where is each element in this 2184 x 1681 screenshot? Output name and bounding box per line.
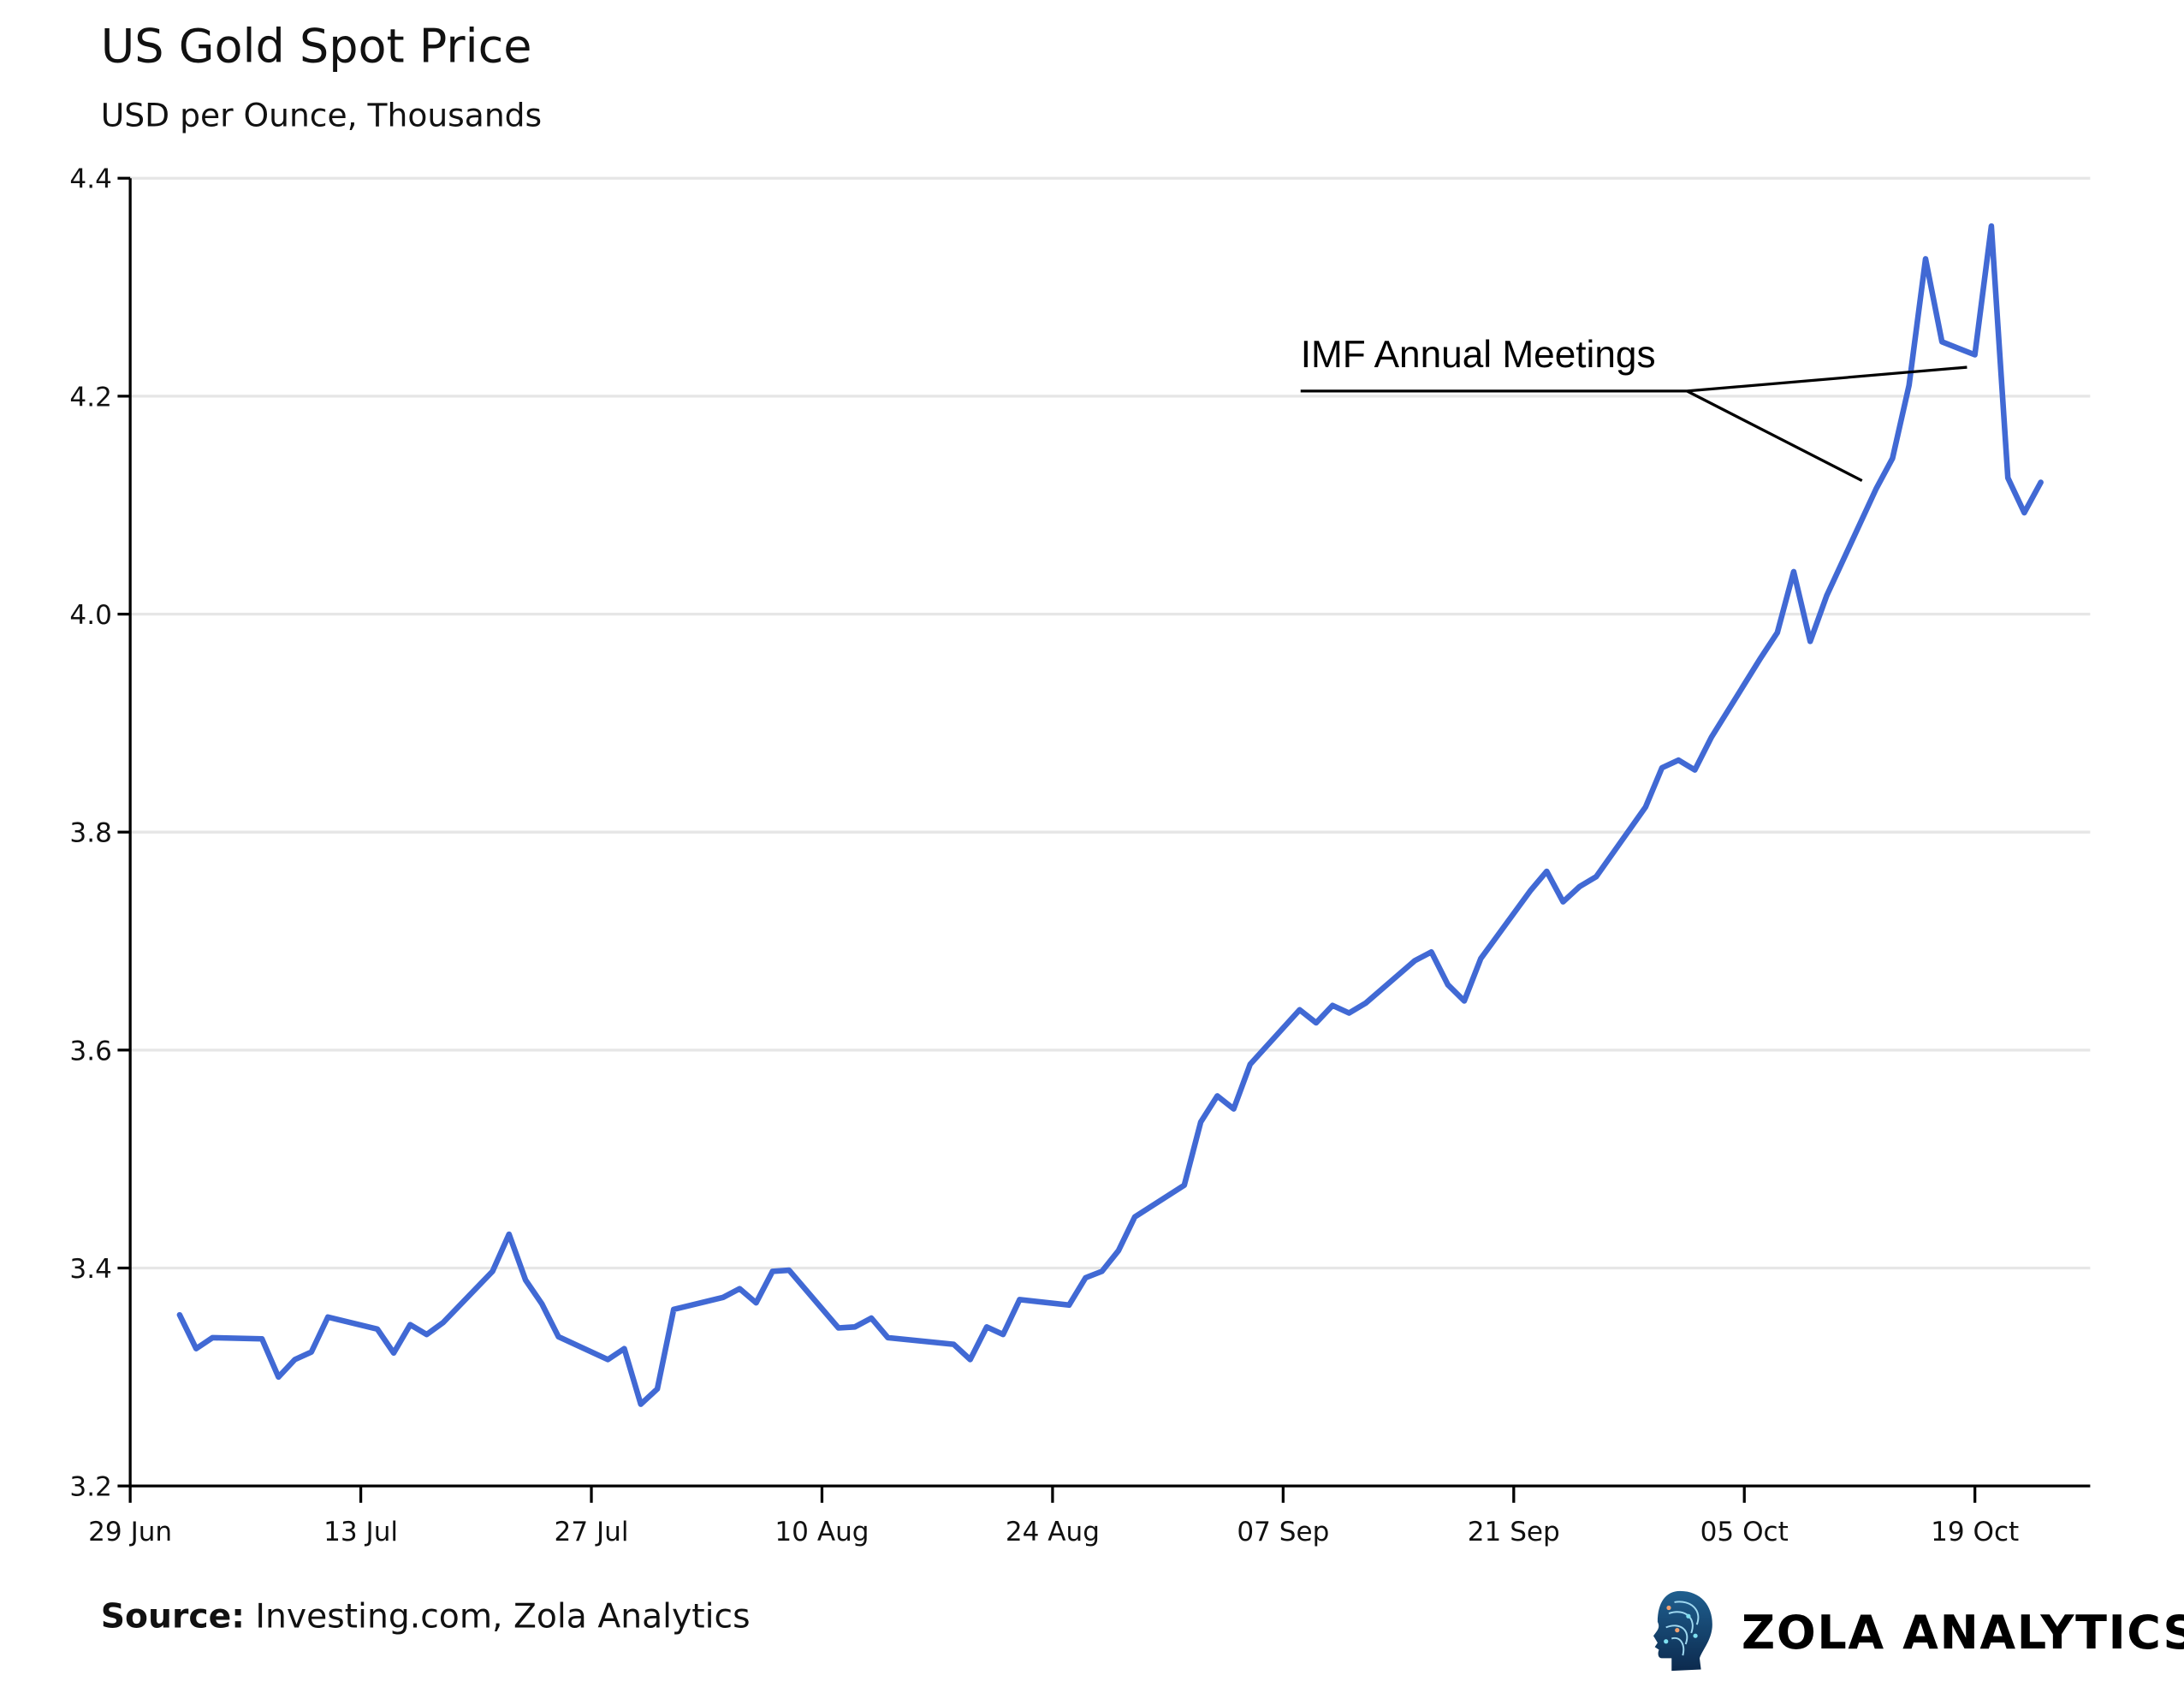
source-value: Investing.com, Zola Analytics xyxy=(245,1597,751,1636)
y-tick-label: 3.2 xyxy=(69,1472,111,1503)
series-line-gold-price xyxy=(176,223,2044,1407)
x-tick-label: 24 Aug xyxy=(1006,1517,1100,1547)
y-tick-label: 3.6 xyxy=(69,1036,111,1066)
annotation-imf: IMF Annual Meetings xyxy=(1301,334,1967,483)
x-tick-label: 29 Jun xyxy=(88,1517,172,1547)
chart-title: US Gold Spot Price xyxy=(101,19,532,73)
x-tick-label: 21 Sep xyxy=(1468,1517,1560,1547)
y-tick-label: 4.4 xyxy=(69,164,111,195)
chart-subtitle: USD per Ounce, Thousands xyxy=(101,97,542,134)
head-circuit-icon xyxy=(1653,1590,1712,1672)
y-tick-label: 3.8 xyxy=(69,818,111,849)
x-tick-label: 10 Aug xyxy=(774,1517,869,1547)
x-tick-label: 05 Oct xyxy=(1700,1517,1789,1547)
y-axis-ticks: 3.2 3.4 3.6 3.8 4.0 4.2 4.4 xyxy=(69,164,131,1503)
x-tick-label: 07 Sep xyxy=(1237,1517,1329,1547)
footer: Source: Investing.com, Zola Analytics ZO… xyxy=(101,1590,2184,1672)
source-label: Source: xyxy=(101,1597,245,1636)
annotation-label: IMF Annual Meetings xyxy=(1301,334,1656,376)
x-tick-label: 27 Jul xyxy=(555,1517,629,1547)
y-tick-label: 4.2 xyxy=(69,382,111,413)
brand-name: ZOLA ANALYTICS xyxy=(1742,1606,2184,1660)
annotation-leader-line xyxy=(1686,389,1863,483)
y-tick-label: 3.4 xyxy=(69,1254,111,1285)
y-tick-label: 4.0 xyxy=(69,600,111,631)
x-tick-label: 19 Oct xyxy=(1931,1517,2019,1547)
x-axis-ticks: 29 Jun 13 Jul 27 Jul 10 Aug 24 Aug 07 Sep 21 S… xyxy=(88,1486,2019,1547)
x-tick-label: 13 Jul xyxy=(323,1517,398,1547)
gridlines xyxy=(130,176,2091,1270)
source-text: Source: Investing.com, Zola Analytics xyxy=(101,1597,751,1636)
